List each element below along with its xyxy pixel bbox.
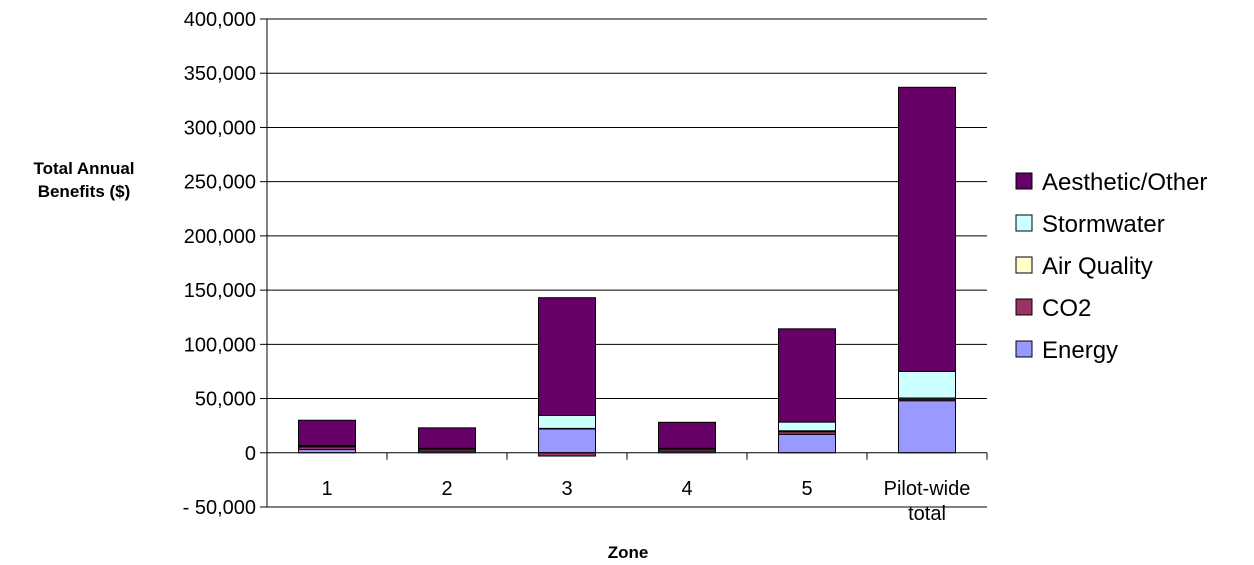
y-tick-label: 0 [245, 443, 256, 465]
y-tick-label: 300,000 [184, 117, 256, 139]
axes-layer [260, 18, 988, 508]
legend-label: CO2 [1042, 295, 1091, 322]
y-tick-label: 400,000 [184, 9, 256, 31]
y-axis-title: Total Annual Benefits ($) [33, 159, 134, 201]
y-tick-label: 200,000 [184, 226, 256, 248]
bar-segment-aesthetic-other [298, 419, 356, 447]
bar-segment-aesthetic-other [538, 297, 596, 416]
legend-label: Aesthetic/Other [1042, 169, 1207, 196]
bar-segment-stormwater [538, 414, 596, 429]
x-axis-title: Zone [608, 543, 649, 562]
legend-swatch [1015, 340, 1033, 358]
legend-swatch [1015, 214, 1033, 232]
bar-segment-stormwater [898, 370, 956, 399]
bar-segment-energy [778, 433, 836, 454]
legend-label: Energy [1042, 337, 1118, 364]
gridlines [267, 18, 987, 508]
x-tick-label: 4 [681, 478, 692, 500]
x-tick-label: 1 [321, 478, 332, 500]
y-tick-label: 50,000 [195, 389, 256, 411]
y-tick-label: 250,000 [184, 172, 256, 194]
y-tick-label: 350,000 [184, 63, 256, 85]
legend-swatch [1015, 172, 1033, 190]
x-tick-label: 5 [801, 478, 812, 500]
bar-segment-stormwater [778, 421, 836, 432]
bars-layer [298, 86, 956, 457]
legend-label: Stormwater [1042, 211, 1165, 238]
y-tick-label: - 50,000 [183, 497, 256, 519]
y-tick-label: 100,000 [184, 334, 256, 356]
legend-swatch [1015, 298, 1033, 316]
legend-label: Air Quality [1042, 253, 1153, 280]
legend-swatch [1015, 256, 1033, 274]
y-tick-labels: - 50,000 0 50,000 100,000 150,000 200,000 250,… [183, 9, 256, 519]
x-tick-label: Pilot-wide total [884, 478, 971, 525]
bar-segment-aesthetic-other [418, 427, 476, 449]
y-tick-label: 150,000 [184, 280, 256, 302]
bar-segment-aesthetic-other [898, 86, 956, 372]
legend: Aesthetic/Other Stormwater Air Quality CO2 E… [1015, 169, 1207, 364]
x-tick-label: 2 [441, 478, 452, 500]
x-tick-label: 3 [561, 478, 572, 500]
bar-segment-aesthetic-other [778, 328, 836, 423]
bar-segment-energy [538, 428, 596, 454]
x-tick-labels: 1 2 3 4 5 Pilot-wide total [321, 478, 970, 525]
bar-segment-energy [898, 400, 956, 454]
bar-segment-aesthetic-other [658, 421, 716, 449]
